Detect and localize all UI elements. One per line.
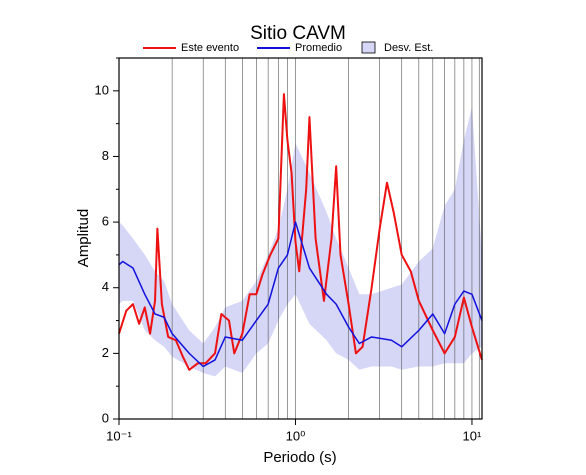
y-tick-label: 0 [102,410,109,425]
series-line [118,221,483,368]
y-tick-label: 10 [95,82,109,97]
legend-label: Desv. Est. [384,42,433,54]
y-tick-label: 8 [102,148,109,163]
series-line [118,93,483,371]
x-tick-label: 10⁻¹ [106,428,132,443]
legend-label: Promedio [295,42,342,54]
chart-title: Sitio CAVM [250,23,346,44]
std-band [119,107,482,377]
y-tick-label: 6 [102,214,109,229]
x-tick-label: 10¹ [463,428,482,443]
plot-frame [118,57,483,420]
y-tick-label: 2 [102,345,109,360]
legend-label: Este evento [181,42,239,54]
y-axis-label: Amplitud [75,209,92,267]
y-tick-label: 4 [102,279,109,294]
legend-swatch [361,41,376,54]
x-axis-label: Periodo (s) [263,449,336,466]
x-tick-label: 10⁰ [286,428,306,443]
